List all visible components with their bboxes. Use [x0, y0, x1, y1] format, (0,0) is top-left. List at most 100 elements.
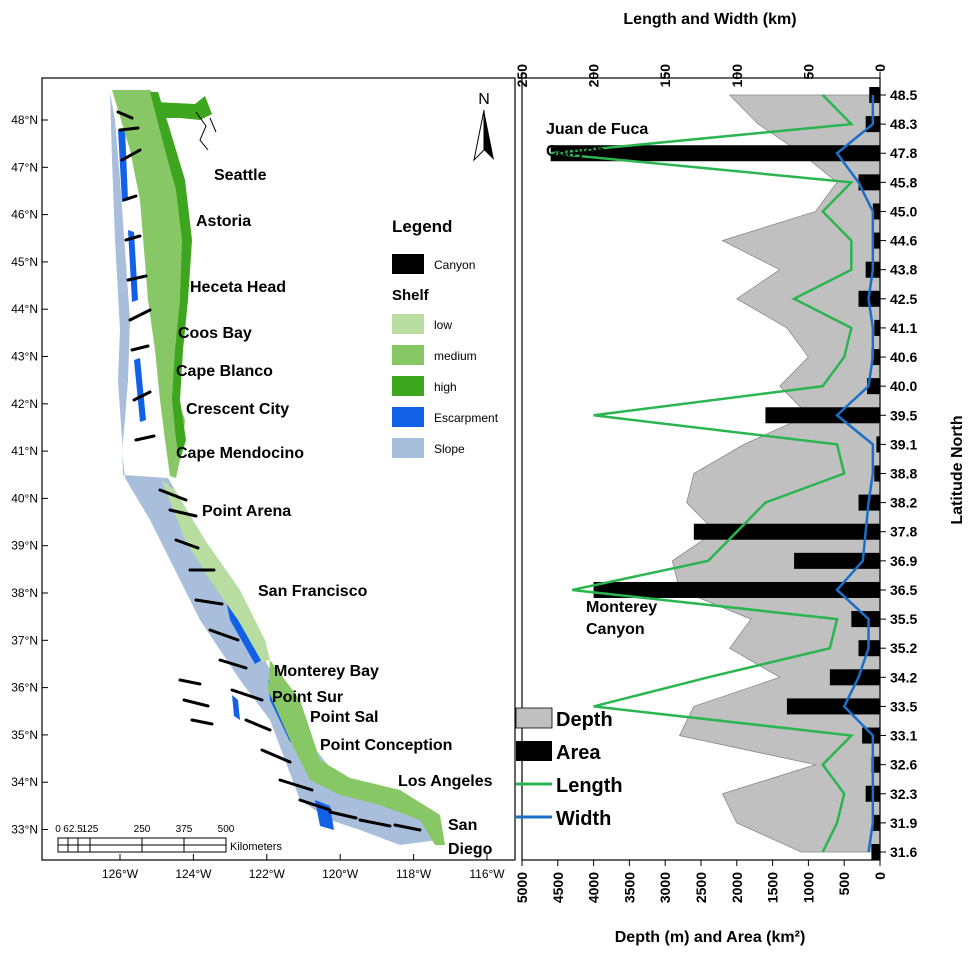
line-layer — [550, 94, 875, 853]
bottom-tick-label: 2000 — [729, 872, 745, 903]
bottom-axis-label: Depth (m) and Area (km²) — [615, 929, 806, 946]
legend-depth-label: Depth — [556, 709, 613, 731]
annotation-juan-de-fuca-1: Juan de Fuca — [546, 121, 648, 138]
right-tick-label: 47.8 — [890, 145, 917, 161]
lat-tick-label: 48°N — [11, 113, 38, 127]
bottom-tick-label: 3000 — [657, 872, 673, 903]
legend-length-label: Length — [556, 775, 623, 797]
area-bar — [876, 436, 880, 453]
legend-items: low medium high Escarpment Slope — [392, 314, 499, 458]
area-bar — [874, 319, 880, 336]
scale-tick-label: 500 — [218, 824, 235, 835]
legend-area-swatch — [516, 741, 552, 761]
area-bar — [874, 465, 880, 482]
north-arrow-right-icon — [484, 110, 494, 160]
map-svg: 48°N 47°N 46°N 45°N 44°N 43°N 42°N 41°N 40°N 39°N… — [11, 77, 516, 881]
bottom-ticks: 5000 4500 4000 3500 3000 2500 2000 1500 1000 500 0 — [514, 860, 888, 903]
right-tick-label: 33.1 — [890, 728, 917, 744]
legend-swatch — [392, 314, 424, 334]
right-tick-label: 32.6 — [890, 757, 917, 773]
legend-item-label: medium — [434, 349, 477, 363]
area-bar — [862, 727, 880, 744]
legend-shelf-title: Shelf — [392, 287, 430, 304]
lat-tick-label: 41°N — [11, 444, 38, 458]
bottom-tick-label: 3500 — [621, 872, 637, 903]
area-bar — [851, 611, 880, 628]
width-line — [835, 95, 875, 853]
legend-area-label: Area — [556, 742, 601, 764]
right-tick-label: 42.5 — [890, 291, 917, 307]
lat-tick-label: 36°N — [11, 681, 38, 695]
map-legend: Legend Canyon Shelf low medium high Escarpm… — [392, 217, 499, 458]
legend-canyon-swatch — [392, 254, 424, 274]
right-tick-label: 48.3 — [890, 116, 917, 132]
legend-title: Legend — [392, 217, 452, 236]
place-label: San — [448, 817, 477, 834]
lat-tick-label: 44°N — [11, 302, 38, 316]
right-tick-label: 43.8 — [890, 262, 917, 278]
bottom-tick-label: 1500 — [765, 872, 781, 903]
scale-tick-label: 375 — [176, 824, 193, 835]
right-tick-label: 40.0 — [890, 378, 917, 394]
chart-svg: Length and Width (km) Depth (m) and Area… — [514, 11, 966, 946]
top-tick-label: 150 — [657, 64, 673, 88]
place-label: Seattle — [214, 167, 267, 184]
place-label: Point Conception — [320, 737, 452, 754]
lat-tick-label: 45°N — [11, 255, 38, 269]
right-tick-label: 45.8 — [890, 174, 917, 190]
area-bar — [872, 232, 880, 249]
depth-layer — [671, 94, 881, 853]
annotation-monterey-1: Monterey — [586, 599, 657, 616]
area-bar — [693, 523, 880, 540]
bottom-tick-label: 0 — [872, 872, 888, 880]
area-bar — [593, 581, 880, 598]
lat-tick-label: 38°N — [11, 586, 38, 600]
right-tick-label: 32.3 — [890, 786, 917, 802]
right-ticks: 48.5 48.3 47.8 45.8 45.0 44.6 43.8 42.5 41.1 40.6… — [880, 87, 917, 860]
right-tick-label: 48.5 — [890, 87, 917, 103]
latitude-ticks: 48°N 47°N 46°N 45°N 44°N 43°N 42°N 41°N 40°N 39°N… — [11, 113, 48, 837]
lat-tick-label: 33°N — [11, 823, 38, 837]
north-label: N — [478, 91, 490, 108]
bottom-tick-label: 4000 — [586, 872, 602, 903]
bottom-tick-label: 1000 — [800, 872, 816, 903]
top-tick-label: 200 — [586, 64, 602, 88]
legend-width-label: Width — [556, 808, 611, 830]
shelf-high — [150, 92, 192, 460]
bottom-tick-label: 5000 — [514, 872, 530, 903]
lon-tick-label: 124°W — [175, 867, 212, 881]
area-bar — [829, 669, 880, 686]
chart-panel: Length and Width (km) Depth (m) and Area… — [500, 0, 971, 949]
top-ticks: 250 200 150 100 50 0 — [514, 64, 888, 88]
lon-tick-label: 116°W — [469, 867, 505, 881]
right-tick-label: 44.6 — [890, 233, 917, 249]
right-axis-label: Latitude North — [949, 415, 966, 524]
right-tick-label: 37.8 — [890, 524, 917, 540]
right-tick-label: 31.6 — [890, 844, 917, 860]
lat-tick-label: 35°N — [11, 728, 38, 742]
right-tick-label: 39.5 — [890, 407, 917, 423]
legend-swatch — [392, 407, 424, 427]
legend-item-label: Slope — [434, 442, 465, 456]
lat-tick-label: 39°N — [11, 539, 38, 553]
lat-tick-label: 46°N — [11, 208, 38, 222]
lon-tick-label: 122°W — [249, 867, 286, 881]
shelf-south — [268, 660, 445, 845]
top-tick-label: 0 — [872, 64, 888, 72]
lon-tick-label: 120°W — [322, 867, 359, 881]
right-tick-label: 33.5 — [890, 698, 917, 714]
shelf-medium — [112, 90, 190, 478]
lat-tick-label: 37°N — [11, 633, 38, 647]
right-tick-label: 36.9 — [890, 553, 917, 569]
puget-sound-lines — [195, 111, 217, 151]
area-bar — [871, 843, 880, 861]
depth-area — [671, 94, 881, 853]
annotation-monterey-2: Canyon — [586, 621, 645, 638]
legend-item-label: Escarpment — [434, 411, 499, 425]
lat-tick-label: 42°N — [11, 397, 38, 411]
scale-unit: Kilometers — [230, 841, 282, 853]
area-bar — [550, 145, 880, 162]
place-label: Cape Blanco — [176, 363, 273, 380]
